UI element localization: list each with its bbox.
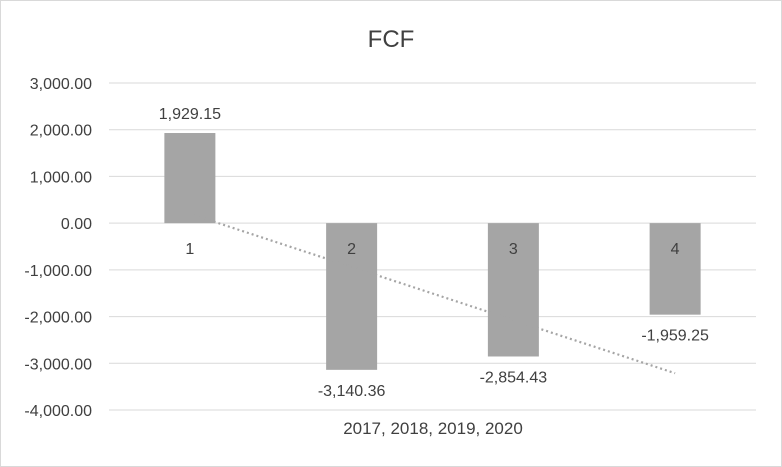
data-label: -2,854.43: [480, 369, 548, 386]
data-labels: 1 1,929.15 2 -3,140.36 3 -2,854.43 4 -1,959.25: [159, 106, 709, 400]
x-axis-title: 2017, 2018, 2019, 2020: [343, 419, 523, 438]
x-category-label: 3: [509, 241, 518, 258]
data-label: -3,140.36: [318, 383, 386, 400]
bar-4: [649, 223, 701, 315]
x-category-label: 1: [185, 241, 194, 258]
y-tick-label: -4,000.00: [24, 403, 92, 420]
y-tick-label: -3,000.00: [24, 356, 92, 373]
bar-1: [164, 133, 216, 224]
y-axis-tick-labels: 3,000.00 2,000.00 1,000.00 0.00 -1,000.00 -2,…: [24, 76, 92, 420]
y-tick-label: 3,000.00: [30, 76, 92, 93]
y-tick-label: 1,000.00: [30, 169, 92, 186]
y-tick-label: 2,000.00: [30, 123, 92, 140]
x-category-label: 4: [671, 241, 680, 258]
y-tick-label: 0.00: [61, 216, 92, 233]
chart-title: FCF: [368, 26, 415, 53]
data-label: 1,929.15: [159, 106, 221, 123]
data-label: -1,959.25: [641, 328, 709, 345]
trendline-layer: [189, 212, 676, 375]
y-tick-label: -1,000.00: [24, 263, 92, 280]
bar-2: [326, 223, 378, 370]
trendline: [189, 212, 676, 375]
bars: [164, 133, 701, 370]
bar-3: [487, 223, 539, 357]
y-tick-label: -2,000.00: [24, 310, 92, 327]
gridlines: [109, 82, 756, 411]
x-category-label: 2: [347, 241, 356, 258]
